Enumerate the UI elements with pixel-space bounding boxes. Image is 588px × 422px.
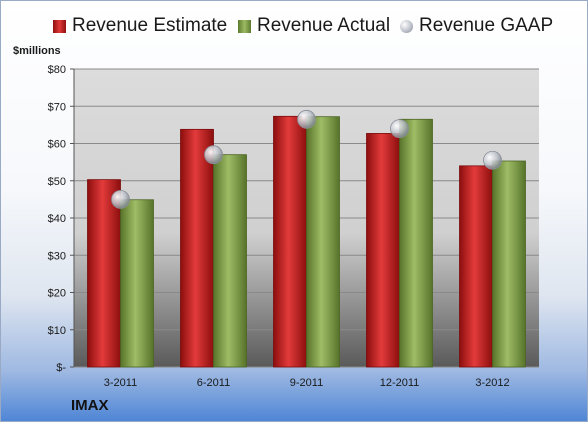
y-tick-label: $10 (48, 325, 66, 337)
legend-swatch-actual (238, 19, 251, 33)
bar-revenue-actual (399, 118, 433, 368)
bar-revenue-actual (120, 199, 154, 368)
marker-revenue-gaap (390, 119, 409, 138)
y-tick-label: $20 (48, 288, 66, 300)
y-tick-label: $70 (48, 101, 66, 113)
legend-item-actual: Revenue Actual (238, 15, 390, 37)
marker-revenue-gaap (204, 145, 223, 165)
legend-item-gaap: Revenue GAAP (400, 15, 553, 37)
x-tick-label: 6-2011 (197, 377, 230, 389)
marker-revenue-gaap (111, 189, 130, 209)
x-tick-label: 3-2012 (475, 377, 509, 389)
y-tick-label: $- (56, 362, 66, 374)
y-tick-label: $60 (48, 139, 66, 151)
legend-label-estimate: Revenue Estimate (72, 15, 228, 36)
x-tick-label: 12-2011 (380, 377, 420, 389)
marker-revenue-gaap (297, 109, 316, 129)
legend-swatch-gaap (400, 19, 413, 33)
y-axis-unit-label: $millions (13, 45, 61, 57)
gaap-markers (111, 109, 502, 209)
y-tick-label: $80 (48, 64, 66, 76)
bar-revenue-actual (213, 154, 247, 368)
y-axis-ticks: $- $10 $20 $30 $40 $50 $60 $70 $80 (48, 64, 75, 374)
y-tick-label: $40 (48, 213, 66, 225)
x-tick-label: 9-2011 (290, 377, 323, 389)
x-tick-label: 3-2011 (104, 377, 137, 389)
legend-label-gaap: Revenue GAAP (419, 15, 554, 36)
bar-revenue-estimate (459, 165, 493, 368)
y-tick-label: $30 (48, 250, 66, 262)
bars (87, 115, 526, 368)
bar-revenue-actual (306, 116, 340, 368)
bar-revenue-estimate (180, 128, 214, 368)
legend-item-estimate: Revenue Estimate (53, 15, 227, 37)
bar-revenue-actual (492, 160, 526, 368)
bar-revenue-estimate (273, 115, 307, 368)
marker-revenue-gaap (483, 150, 502, 170)
bar-revenue-estimate (87, 179, 121, 368)
legend-swatch-estimate (53, 19, 66, 33)
company-label: IMAX (71, 397, 109, 414)
bar-revenue-estimate (366, 133, 400, 368)
legend-label-actual: Revenue Actual (257, 15, 391, 36)
y-tick-label: $50 (48, 176, 66, 188)
x-axis-ticks: 3-2011 6-2011 9-2011 12-2011 3-2012 (104, 377, 510, 389)
legend: Revenue Estimate Revenue Actual Revenue … (1, 15, 587, 41)
